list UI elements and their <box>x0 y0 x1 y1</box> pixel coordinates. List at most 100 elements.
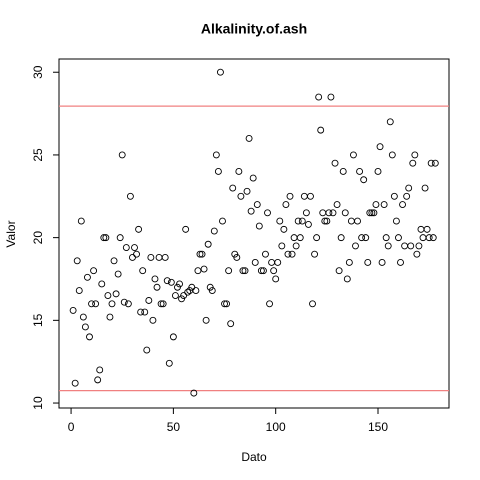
point <box>360 176 368 184</box>
point <box>356 168 364 175</box>
point <box>429 234 437 242</box>
point <box>235 168 243 175</box>
point <box>333 201 341 209</box>
point <box>358 234 366 242</box>
point <box>120 298 128 306</box>
y-tick-label: 30 <box>31 65 45 79</box>
x-tick-label: 0 <box>68 420 75 434</box>
point <box>392 217 400 225</box>
point <box>106 313 114 321</box>
point <box>431 159 439 167</box>
point <box>194 267 202 275</box>
point <box>180 292 188 299</box>
point <box>282 201 290 209</box>
point <box>280 225 288 233</box>
point <box>409 159 417 167</box>
point <box>229 184 237 192</box>
y-tick-label: 25 <box>31 148 45 162</box>
point <box>247 207 255 215</box>
point <box>270 267 278 275</box>
point <box>100 234 108 242</box>
point <box>278 242 286 250</box>
point <box>292 242 300 250</box>
point <box>264 209 271 217</box>
point <box>176 280 183 288</box>
point <box>124 300 132 308</box>
point <box>239 267 247 275</box>
point <box>75 287 83 295</box>
point <box>71 379 79 387</box>
point <box>153 283 161 291</box>
point <box>118 151 126 159</box>
point <box>221 300 228 308</box>
point <box>415 242 423 250</box>
point <box>386 118 394 126</box>
point <box>249 174 257 182</box>
point <box>323 217 331 225</box>
point <box>309 300 316 308</box>
point <box>339 168 347 175</box>
x-axis-label: Dato <box>241 450 267 464</box>
point <box>327 93 335 101</box>
point <box>110 257 118 265</box>
point <box>161 254 169 261</box>
point <box>302 209 310 217</box>
point <box>262 250 269 258</box>
point <box>405 184 413 192</box>
point <box>382 234 390 242</box>
point <box>255 222 263 230</box>
point <box>347 217 355 225</box>
point <box>202 316 210 324</box>
point <box>321 217 329 225</box>
point <box>296 234 304 242</box>
point <box>380 201 388 209</box>
point <box>319 209 327 217</box>
point <box>227 320 235 328</box>
point <box>196 250 204 258</box>
point <box>200 265 208 273</box>
point <box>116 234 124 242</box>
point <box>204 240 212 248</box>
point <box>388 151 396 159</box>
point <box>145 297 153 304</box>
point <box>77 217 85 225</box>
point <box>307 192 314 200</box>
point <box>98 280 106 288</box>
point <box>94 376 102 384</box>
point <box>343 275 351 283</box>
point <box>198 250 206 258</box>
point <box>208 287 216 295</box>
point <box>362 234 370 242</box>
point <box>257 267 265 275</box>
point <box>131 244 138 252</box>
point <box>210 227 218 235</box>
y-tick-label: 20 <box>31 231 45 245</box>
point <box>188 283 196 291</box>
point <box>313 234 321 242</box>
point <box>288 250 296 258</box>
point <box>345 258 353 266</box>
point <box>425 234 433 242</box>
point <box>372 201 380 209</box>
point <box>135 225 143 233</box>
point <box>165 359 173 367</box>
point <box>90 267 98 275</box>
point <box>114 270 122 278</box>
point <box>151 275 159 283</box>
point <box>300 192 308 200</box>
point <box>212 151 220 159</box>
point <box>108 300 116 308</box>
point <box>427 159 435 167</box>
point <box>155 254 163 261</box>
point <box>184 288 192 296</box>
point <box>243 187 251 195</box>
point <box>69 306 77 314</box>
point <box>378 258 386 266</box>
point <box>112 290 120 298</box>
point <box>129 254 136 261</box>
point <box>147 254 155 261</box>
point <box>190 389 198 397</box>
x-tick-label: 150 <box>368 420 388 434</box>
point <box>167 278 175 286</box>
